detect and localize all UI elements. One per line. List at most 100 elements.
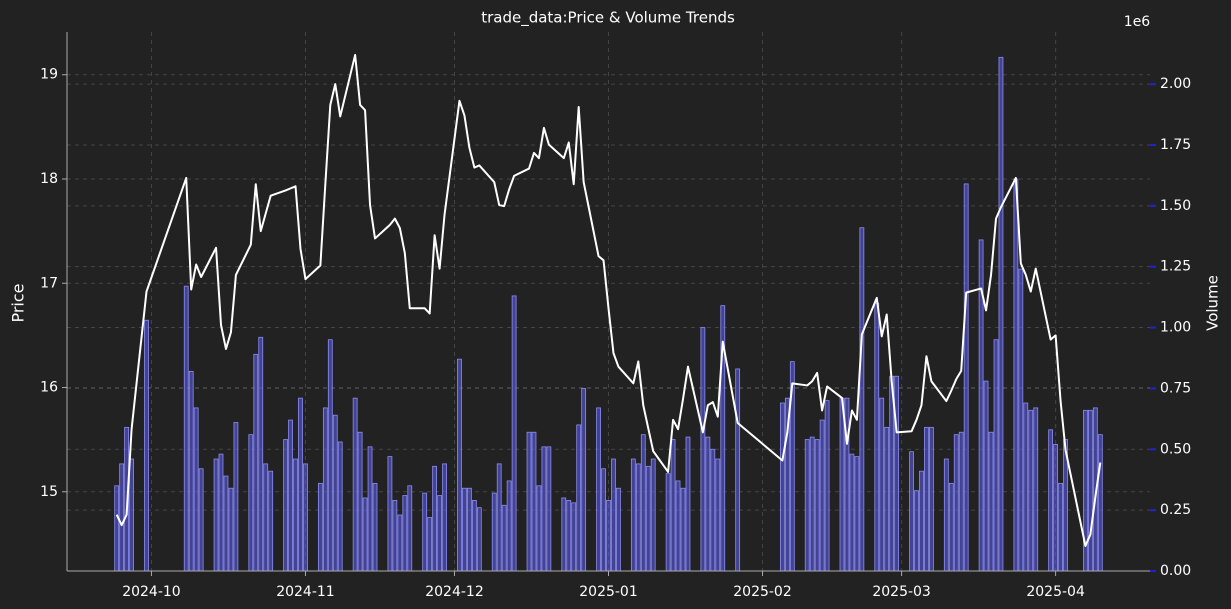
volume-bar [183, 285, 189, 572]
volume-bar [948, 482, 954, 572]
volume-bar [536, 485, 542, 572]
volume-bar [367, 446, 373, 572]
volume-bar [705, 436, 711, 572]
volume-bar [665, 473, 671, 572]
volume-bar [700, 327, 706, 572]
volume-bar [879, 397, 885, 572]
volume-bar [924, 426, 929, 572]
y2-tick-label: 0.50 [1160, 441, 1191, 457]
volume-bar [357, 431, 363, 572]
y2-tick-label: 1.75 [1160, 137, 1191, 153]
volume-bar [839, 397, 845, 572]
volume-bar [1097, 434, 1103, 572]
volume-bar [680, 487, 686, 572]
volume-bar [601, 468, 606, 572]
volume-bar [1013, 178, 1019, 572]
volume-bar [322, 407, 328, 572]
volume-bar [293, 458, 298, 572]
x-tick-label: 2025-01 [579, 584, 638, 600]
volume-bar [392, 499, 398, 572]
volume-bar [258, 336, 264, 572]
volume-bar [193, 407, 199, 572]
volume-bar [1018, 268, 1024, 572]
volume-bar [298, 397, 303, 572]
x-tick-label: 2025-04 [1026, 584, 1085, 600]
volume-bar [779, 402, 785, 572]
volume-bar [462, 487, 467, 572]
volume-bar [228, 487, 234, 572]
volume-bar [571, 502, 577, 572]
volume-bar [442, 463, 447, 572]
volume-bar [402, 495, 408, 572]
volume-bar [804, 439, 810, 572]
volume-bar [854, 456, 860, 572]
volume-bar [144, 319, 149, 572]
volume-bar [606, 499, 611, 572]
volume-bar [616, 487, 621, 572]
y2-tick-label: 0.75 [1160, 380, 1191, 396]
volume-bar [387, 456, 393, 572]
volume-bar [541, 446, 547, 572]
volume-bar [685, 436, 691, 572]
volume-bar [566, 499, 572, 572]
volume-bar [198, 468, 204, 572]
volume-bar [332, 414, 338, 572]
volume-bar [640, 434, 646, 572]
volume-bar [809, 436, 815, 572]
volume-bar [546, 446, 552, 572]
x-tick-label: 2025-02 [733, 584, 792, 600]
volume-bar [630, 458, 636, 572]
volume-bar [645, 465, 651, 572]
volume-bar [1053, 444, 1058, 572]
y-tick-label: 18 [40, 171, 58, 187]
volume-bar [501, 504, 507, 572]
volume-bar [998, 56, 1004, 572]
x-tick-label: 2024-10 [122, 584, 181, 600]
volume-bar [303, 463, 308, 572]
volume-bar [1033, 407, 1039, 572]
volume-bar [213, 458, 219, 572]
volume-bar [327, 339, 333, 572]
volume-bar [884, 426, 890, 572]
price-line [115, 53, 1102, 547]
volume-bar [268, 470, 274, 572]
volume-bar [953, 434, 959, 572]
volume-bar [859, 227, 865, 572]
volume-bar [814, 439, 820, 572]
volume-bar [650, 458, 656, 572]
volume-bar [1028, 409, 1034, 572]
volume-bar [909, 451, 914, 572]
volume-bar [824, 400, 830, 572]
volume-bar [114, 485, 120, 572]
y2-tick-label: 2.00 [1160, 76, 1191, 92]
y-tick-label: 19 [40, 67, 58, 83]
volume-bar [710, 448, 716, 572]
volume-bar [914, 490, 919, 572]
volume-bar [218, 453, 224, 572]
volume-bar [337, 441, 343, 572]
volume-bar [422, 492, 428, 572]
y-tick-label: 17 [40, 275, 58, 291]
volume-bar [670, 439, 676, 572]
volume-bar [432, 465, 438, 572]
chart-title: trade_data:Price & Volume Trends [481, 9, 735, 28]
volume-bar [407, 485, 413, 572]
volume-bar [496, 463, 502, 572]
volume-bar [1087, 409, 1093, 572]
volume-bar [963, 183, 969, 572]
axes: 2024-10 2024-11 2024-12 2025-01 2025-02 2025-… [40, 32, 1191, 600]
volume-bar [511, 295, 517, 572]
volume-bar [317, 482, 323, 572]
volume-bar [352, 397, 358, 572]
volume-bar [576, 424, 582, 572]
volume-bar [506, 480, 512, 572]
volume-bar [491, 492, 497, 572]
x-tick-label: 2025-03 [872, 584, 931, 600]
volume-bar [397, 514, 403, 572]
volume-bar [457, 358, 462, 572]
x-tick-label: 2024-11 [276, 584, 335, 600]
y-tick-label: 16 [40, 380, 58, 396]
y-tick-label: 15 [40, 484, 58, 500]
volume-bar [581, 388, 587, 572]
